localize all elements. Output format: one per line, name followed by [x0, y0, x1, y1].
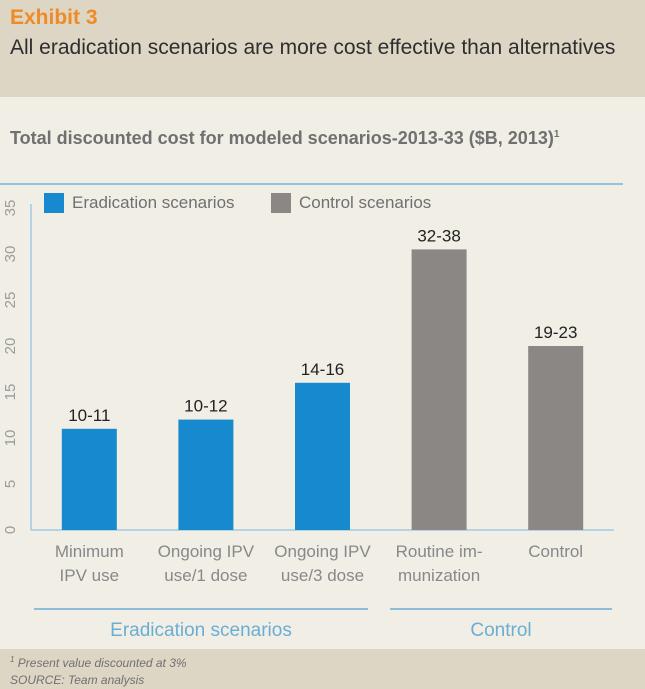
headline: All eradication scenarios are more cost … — [10, 36, 616, 59]
header-band: Exhibit 3 All eradication scenarios are … — [0, 0, 645, 97]
subtitle-footnote-mark: 1 — [553, 129, 560, 140]
x-tick-label: use/3 dose — [281, 566, 364, 585]
data-label: 10-11 — [68, 406, 110, 425]
legend-item-eradication: Eradication scenarios — [44, 192, 235, 214]
footnote-mark: 1 — [10, 655, 15, 664]
x-tick-label: Routine im- — [396, 542, 483, 561]
chart-subtitle: Total discounted cost for modeled scenar… — [10, 122, 630, 151]
source-note: SOURCE: Team analysis — [10, 673, 145, 687]
footnote: 1 Present value discounted at 3% — [10, 655, 187, 670]
x-tick-label: Ongoing IPV — [158, 542, 255, 561]
data-label: 14-16 — [301, 360, 344, 379]
chart-top-rule — [0, 183, 623, 185]
x-tick-label: Minimum — [55, 542, 124, 561]
y-tick-label: 0 — [2, 526, 19, 534]
bar — [295, 382, 350, 530]
legend-swatch-control — [271, 193, 291, 213]
y-tick-label: 30 — [2, 246, 19, 263]
y-tick-label: 10 — [2, 430, 19, 447]
group-label: Eradication scenarios — [110, 620, 292, 641]
footer-band — [0, 649, 645, 689]
x-tick-label: munization — [398, 566, 480, 585]
y-tick-label: 15 — [2, 384, 19, 401]
legend-label-eradication: Eradication scenarios — [72, 193, 235, 212]
y-tick-label: 35 — [2, 200, 19, 217]
footnote-text: Present value discounted at 3% — [17, 656, 187, 670]
bar — [61, 428, 117, 530]
x-tick-label: Ongoing IPV — [274, 542, 371, 561]
bar — [178, 419, 234, 530]
y-tick-label: 5 — [2, 480, 19, 488]
legend-label-control: Control scenarios — [299, 193, 432, 212]
bar — [411, 249, 467, 530]
y-tick-label: 20 — [2, 338, 19, 355]
bar — [528, 346, 584, 530]
legend-item-control: Control scenarios — [271, 192, 431, 214]
x-tick-label: Control — [528, 542, 583, 561]
exhibit-label: Exhibit 3 — [10, 6, 98, 29]
data-label: 10-12 — [184, 397, 227, 416]
chart-subtitle-text: Total discounted cost for modeled scenar… — [10, 128, 554, 148]
data-label: 19-23 — [534, 323, 577, 342]
x-tick-label: IPV use — [60, 566, 120, 585]
legend-swatch-eradication — [44, 193, 64, 213]
x-tick-label: use/1 dose — [164, 566, 247, 585]
y-tick-label: 25 — [2, 292, 19, 309]
data-label: 32-38 — [417, 226, 460, 245]
group-label: Control — [470, 620, 531, 641]
